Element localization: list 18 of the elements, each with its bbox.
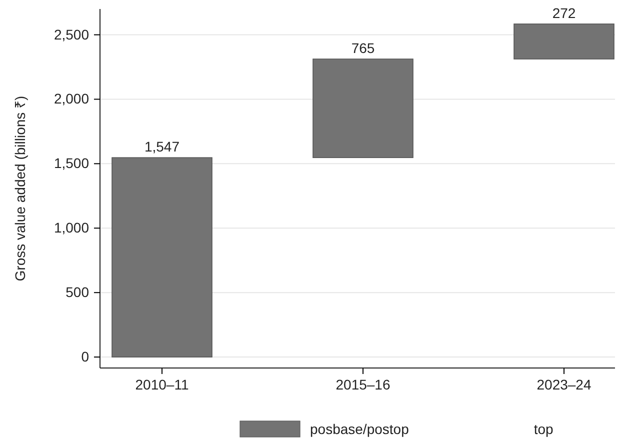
- data-label: 765: [351, 40, 375, 56]
- bar: [312, 58, 414, 158]
- y-tick-label: 2,500: [54, 26, 90, 42]
- y-tick-label: 0: [81, 348, 90, 365]
- legend-label: posbase/postop: [310, 421, 410, 437]
- y-axis-title: Gross value added (billions ₹): [12, 96, 28, 282]
- y-tick-label: 1,500: [54, 155, 90, 172]
- data-label: 272: [552, 4, 576, 21]
- x-tick-label: 2010–11: [135, 376, 189, 393]
- y-tick-label: 1,000: [54, 220, 90, 236]
- x-tick-label: 2023–24: [536, 376, 592, 393]
- y-tick-label: 2,000: [54, 90, 90, 107]
- bar: [514, 24, 614, 60]
- text: top: [534, 421, 554, 437]
- data-label: 1,547: [144, 138, 180, 155]
- x-tick-label: 2015–16: [336, 376, 390, 393]
- bar: [112, 157, 212, 358]
- y-tick-label: 500: [66, 284, 90, 300]
